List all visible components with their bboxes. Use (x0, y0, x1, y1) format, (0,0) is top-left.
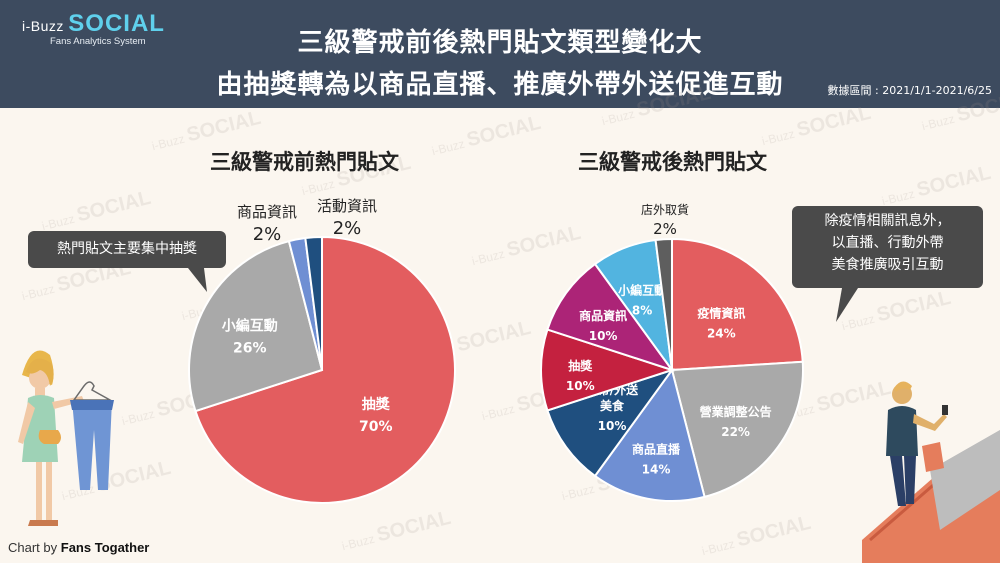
slice-value-0-2: 2% (253, 224, 282, 245)
slice-value-0-0: 70% (359, 419, 393, 435)
callout-right-line3: 美食推廣吸引互動 (831, 257, 944, 273)
slice-label-1-3: 美食 (600, 398, 625, 413)
callout-left-tail (188, 268, 207, 292)
logo-main: SOCIAL (68, 10, 165, 37)
slice-label-0-3: 活動資訊 (317, 197, 377, 215)
slice-label-0-1: 小編互動 (222, 317, 278, 334)
callout-right: 除疫情相關訊息外， 以直播、行動外帶 美食推廣吸引互動 (792, 206, 983, 288)
pie-slice-0-3 (304, 235, 323, 371)
logo-prefix: i-Buzz (22, 18, 64, 34)
header-bar: i-Buzz SOCIAL Fans Analytics System 三級警戒… (0, 0, 1000, 108)
pie-slice-1-1 (670, 360, 804, 499)
callout-right-line2: 以直播、行動外帶 (831, 235, 944, 251)
slice-value-1-4: 10% (566, 379, 595, 393)
pie-slice-0-0 (194, 235, 456, 504)
slice-label-1-0: 疫情資訊 (697, 305, 745, 320)
callout-left-text: 熱門貼文主要集中抽獎 (57, 241, 197, 257)
brand-logo: i-Buzz SOCIAL Fans Analytics System (22, 10, 165, 47)
woman-illustration-icon (18, 350, 114, 526)
chart-credit: Chart by Fans Togather (8, 540, 149, 555)
man-escalator-illustration-icon (862, 381, 1000, 563)
slice-label-1-5: 商品資訊 (579, 308, 627, 323)
slice-value-1-2: 14% (642, 463, 671, 477)
slice-label-1-6: 小編互動 (618, 282, 666, 297)
logo-subtitle: Fans Analytics System (50, 36, 146, 47)
slice-value-0-3: 2% (333, 218, 362, 239)
slice-label-0-2: 商品資訊 (237, 203, 297, 221)
callout-right-line1: 除疫情相關訊息外， (824, 213, 951, 229)
slice-label-0-0: 抽獎 (362, 396, 391, 413)
pie-slice-1-5 (546, 262, 675, 372)
pie-slice-1-7 (654, 237, 673, 371)
slice-value-1-0: 24% (707, 326, 736, 340)
pie-slice-1-3 (546, 368, 675, 478)
callout-left: 熱門貼文主要集中抽獎 (28, 231, 226, 268)
pie-slice-1-0 (671, 237, 804, 372)
slice-value-1-1: 22% (721, 425, 750, 439)
slice-value-1-3: 10% (598, 419, 627, 433)
chart-title-after: 三級警戒後熱門貼文 (578, 150, 767, 174)
pie-chart-before: 抽獎 70% 小編互動 26% 商品資訊 2% 活動資訊 2% (188, 197, 456, 504)
page-title-line2: 由抽獎轉為以商品直播、推廣外帶外送促進互動 (216, 70, 784, 100)
credit-prefix: Chart by (8, 540, 58, 555)
credit-name: Fans Togather (60, 540, 150, 555)
slice-label-1-4: 抽獎 (568, 358, 593, 373)
slice-label-1-1: 營業調整公告 (700, 404, 772, 419)
pie-slice-0-1 (188, 239, 324, 413)
slice-value-1-7: 2% (653, 220, 677, 238)
pie-slice-1-4 (540, 328, 676, 412)
slice-value-0-1: 26% (233, 340, 267, 356)
page-title-line1: 三級警戒前後熱門貼文類型變化大 (297, 28, 703, 58)
slice-label-1-7: 店外取貨 (641, 202, 689, 217)
date-range: 數據區間 : 2021/1/1-2021/6/25 (827, 84, 992, 97)
slice-label-1-2: 商品直播 (632, 442, 681, 457)
slice-value-1-5: 10% (589, 329, 618, 343)
chart-title-before: 三級警戒前熱門貼文 (210, 150, 399, 174)
callout-right-tail (836, 288, 858, 322)
slice-value-1-6: 8% (632, 303, 652, 317)
pie-slice-1-2 (593, 367, 706, 502)
pie-chart-after: 疫情資訊24%營業調整公告22%商品直播14%外帶/外送美食10%抽獎10%商品… (540, 202, 804, 502)
